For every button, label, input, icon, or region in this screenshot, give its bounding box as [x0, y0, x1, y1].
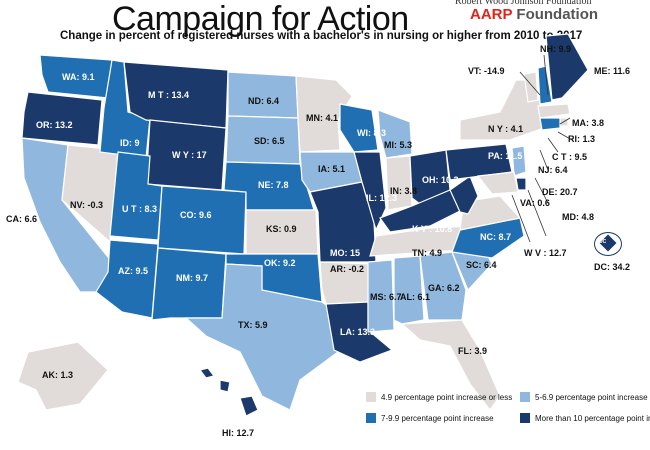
state-label-ne: NE: 7.8	[258, 180, 289, 190]
legend-label: 5-6.9 percentage point increase	[535, 392, 648, 402]
state-or	[21, 91, 103, 146]
state-me	[545, 33, 589, 101]
state-wi	[339, 103, 379, 153]
legend-swatch	[366, 392, 376, 402]
state-label-ky: K Y : 10.8	[412, 224, 453, 234]
state-label-md: MD: 4.8	[562, 212, 595, 222]
state-label-wa: WA: 9.1	[62, 72, 95, 82]
state-label-nm: NM: 9.7	[176, 273, 209, 283]
state-label-ct: C T : 9.5	[552, 152, 588, 162]
map-subtitle: Change in percent of registered nurses w…	[60, 30, 583, 42]
state-label-wi: WI: 8.3	[357, 128, 387, 138]
state-tx	[184, 263, 339, 411]
state-label-nv: NV: -0.3	[70, 200, 104, 210]
state-label-sc: SC: 6.4	[466, 260, 497, 270]
state-mi	[377, 109, 413, 159]
state-vt	[523, 71, 539, 103]
state-label-la: LA: 13.3	[340, 327, 376, 337]
state-label-tn: TN: 4.9	[412, 248, 443, 258]
state-label-in: IN: 3.8	[390, 186, 418, 196]
state-label-tx: TX: 5.9	[238, 320, 268, 330]
rwjf-logo-text: Robert Wood Johnson Foundation	[455, 0, 592, 7]
state-mn	[295, 75, 353, 153]
leader-lines	[511, 54, 573, 243]
state-label-ar: AR: -0.2	[330, 264, 365, 274]
state-fl	[400, 319, 501, 412]
state-label-va: VA: 0.6	[520, 198, 550, 208]
state-label-me: ME: 11.6	[594, 66, 631, 76]
aarp-logo-text: AARP	[470, 6, 513, 23]
state-label-ia: IA: 5.1	[318, 164, 346, 174]
state-label-nc: NC: 8.7	[480, 232, 512, 242]
foundation-logo-text: Foundation	[516, 6, 599, 23]
state-az	[95, 239, 159, 319]
state-label-ks: KS: 0.9	[266, 224, 297, 234]
state-label-mt: M T : 13.4	[148, 90, 190, 100]
state-nm	[151, 247, 227, 321]
dc-inset: DC	[594, 232, 622, 256]
state-label-al: AL: 6.1	[400, 292, 431, 302]
state-md	[476, 171, 519, 195]
state-label-oh: OH: 10.3	[422, 175, 459, 185]
legend-label: 4.9 percentage point increase or less	[381, 392, 513, 402]
state-label-nd: ND: 6.4	[248, 96, 280, 106]
state-label-mo: MO: 15	[330, 248, 361, 258]
state-label-id: ID: 9	[120, 138, 140, 148]
state-wa	[39, 54, 113, 99]
state-label-mn: MN: 4.1	[306, 113, 339, 123]
state-co	[157, 185, 247, 255]
legend-item: 7-9.9 percentage point increase	[366, 413, 494, 423]
state-label-fl: FL: 3.9	[458, 346, 488, 356]
legend-swatch	[520, 392, 530, 402]
dc-inset-label: DC	[599, 239, 607, 245]
state-label-ny: N Y : 4.1	[488, 124, 524, 134]
legend-item: 5-6.9 percentage point increase	[520, 392, 648, 402]
aarp-foundation-logo: AARP Foundation	[470, 6, 598, 23]
legend-item: 4.9 percentage point increase or less	[366, 392, 512, 402]
state-label-hi: HI: 12.7	[222, 428, 255, 438]
state-label-sd: SD: 6.5	[254, 136, 285, 146]
state-ma	[537, 103, 571, 119]
state-al	[393, 255, 425, 325]
state-nh	[537, 65, 553, 105]
state-ak	[17, 341, 109, 411]
legend-swatch	[366, 413, 376, 423]
legend-item: More than 10 percentage point increase	[520, 413, 650, 423]
state-label-wv: W V : 12.7	[524, 248, 567, 258]
state-label-az: AZ: 9.5	[118, 266, 149, 276]
state-label-de: DE: 20.7	[542, 187, 578, 197]
state-label-wy: W Y : 17	[172, 150, 207, 160]
state-label-or: OR: 13.2	[36, 120, 73, 130]
state-label-ca: CA: 6.6	[6, 214, 38, 224]
state-label-ut: U T : 8.3	[122, 204, 158, 214]
map-title: Campaign for Action	[112, 0, 409, 38]
state-ms	[367, 259, 395, 333]
state-label-ms: MS: 6.7	[370, 292, 402, 302]
state-ga	[419, 251, 467, 321]
state-label-ga: GA: 6.2	[428, 283, 460, 293]
legend-swatch	[520, 413, 530, 423]
state-label-ok: OK: 9.2	[264, 258, 296, 268]
state-hi	[198, 367, 259, 417]
state-label-nh: NH: 9.9	[540, 44, 572, 54]
legend-label: More than 10 percentage point increase	[535, 413, 650, 423]
state-nd	[227, 71, 299, 119]
state-label-il: IL: 12.3	[366, 193, 398, 203]
state-label-ma: MA: 3.8	[572, 118, 605, 128]
state-shapes	[17, 33, 589, 417]
state-label-pa: PA: 11.5	[488, 151, 523, 161]
state-label-mi: MI: 5.3	[384, 140, 413, 150]
state-label-ak: AK: 1.3	[42, 370, 74, 380]
state-label-ri: RI: 1.3	[568, 134, 596, 144]
state-label-dc: DC: 34.2	[594, 262, 631, 272]
state-label-vt: VT: -14.9	[468, 66, 505, 76]
state-label-co: CO: 9.6	[180, 210, 212, 220]
state-ct	[539, 117, 561, 131]
state-nj	[511, 145, 527, 177]
state-label-nj: NJ: 6.4	[538, 165, 568, 175]
legend-label: 7-9.9 percentage point increase	[381, 413, 494, 423]
